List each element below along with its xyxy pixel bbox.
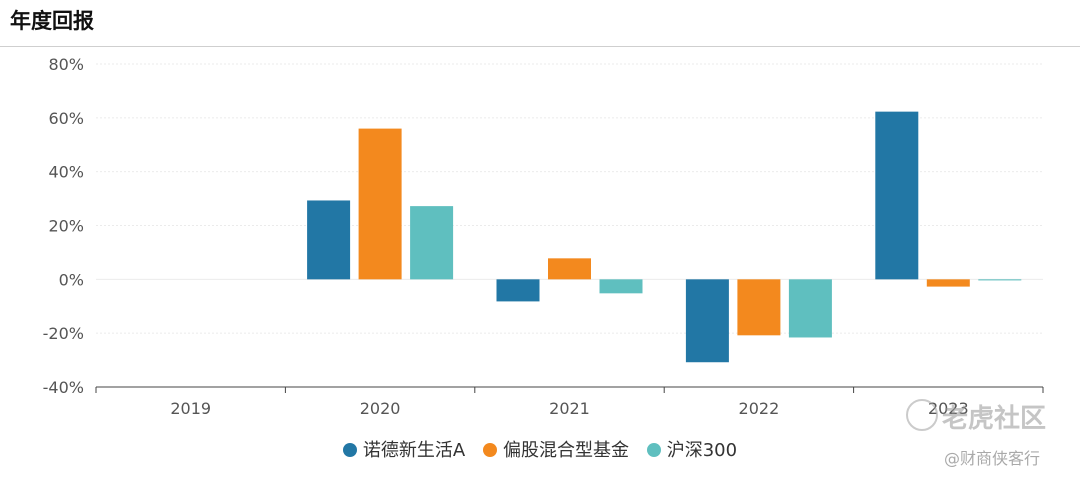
legend-dot-s3 — [646, 443, 661, 457]
y-tick-label: 0% — [59, 270, 84, 289]
legend-label-s3: 沪深300 — [666, 440, 738, 461]
y-tick-label: 40% — [48, 163, 84, 182]
bar-2021-series-2[interactable] — [548, 258, 591, 280]
y-tick-label: 80% — [48, 55, 84, 74]
legend-label-s2: 偏股混合型基金 — [502, 440, 629, 461]
x-tick-label: 2020 — [360, 399, 401, 418]
legend-label-s1: 诺德新生活A — [362, 440, 466, 461]
bar-2021-series-1[interactable] — [496, 279, 540, 302]
bar-2022-series-2[interactable] — [737, 279, 781, 336]
legend-item-s1[interactable]: 诺德新生活A — [342, 436, 466, 462]
y-tick-label: -40% — [43, 378, 84, 397]
page-title: 年度回报 — [10, 9, 94, 33]
tiger-logo-icon — [906, 399, 938, 431]
legend-item-s3[interactable]: 沪深300 — [646, 436, 738, 462]
bars — [307, 111, 1022, 363]
bar-2023-series-2[interactable] — [926, 279, 970, 287]
y-axis: 80% 60% 40% 20% 0% -20% -40% — [43, 55, 84, 397]
watermark-handle: @财商侠客行 — [944, 449, 1041, 468]
bar-2022-series-3[interactable] — [788, 279, 832, 338]
y-tick-label: 60% — [48, 109, 84, 128]
bar-2020-series-1[interactable] — [307, 200, 351, 280]
bar-2022-series-1[interactable] — [685, 279, 729, 363]
legend-dot-s1 — [342, 443, 357, 457]
legend: 诺德新生活A 偏股混合型基金 沪深300 — [0, 436, 1080, 462]
bar-2023-series-1[interactable] — [875, 111, 919, 280]
bar-2020-series-3[interactable] — [410, 206, 454, 280]
bar-2023-series-3[interactable] — [978, 279, 1022, 281]
bar-2021-series-3[interactable] — [599, 279, 643, 294]
legend-item-s2[interactable]: 偏股混合型基金 — [482, 436, 629, 462]
y-tick-label: 20% — [48, 217, 84, 236]
x-axis: 2019 2020 2021 2022 2023 — [95, 386, 1044, 418]
y-tick-label: -20% — [43, 324, 84, 343]
x-tick-label: 2021 — [549, 399, 590, 418]
legend-dot-s2 — [482, 443, 497, 457]
watermark-logo-text: 老虎社区 — [942, 404, 1047, 434]
x-tick-label: 2019 — [170, 399, 211, 418]
x-tick-label: 2022 — [739, 399, 780, 418]
x-tick-label: 2023 — [928, 399, 969, 418]
bar-2020-series-2[interactable] — [358, 128, 402, 280]
watermark-logo: 老虎社区 — [906, 398, 1046, 435]
header: 年度回报 — [0, 0, 1080, 47]
